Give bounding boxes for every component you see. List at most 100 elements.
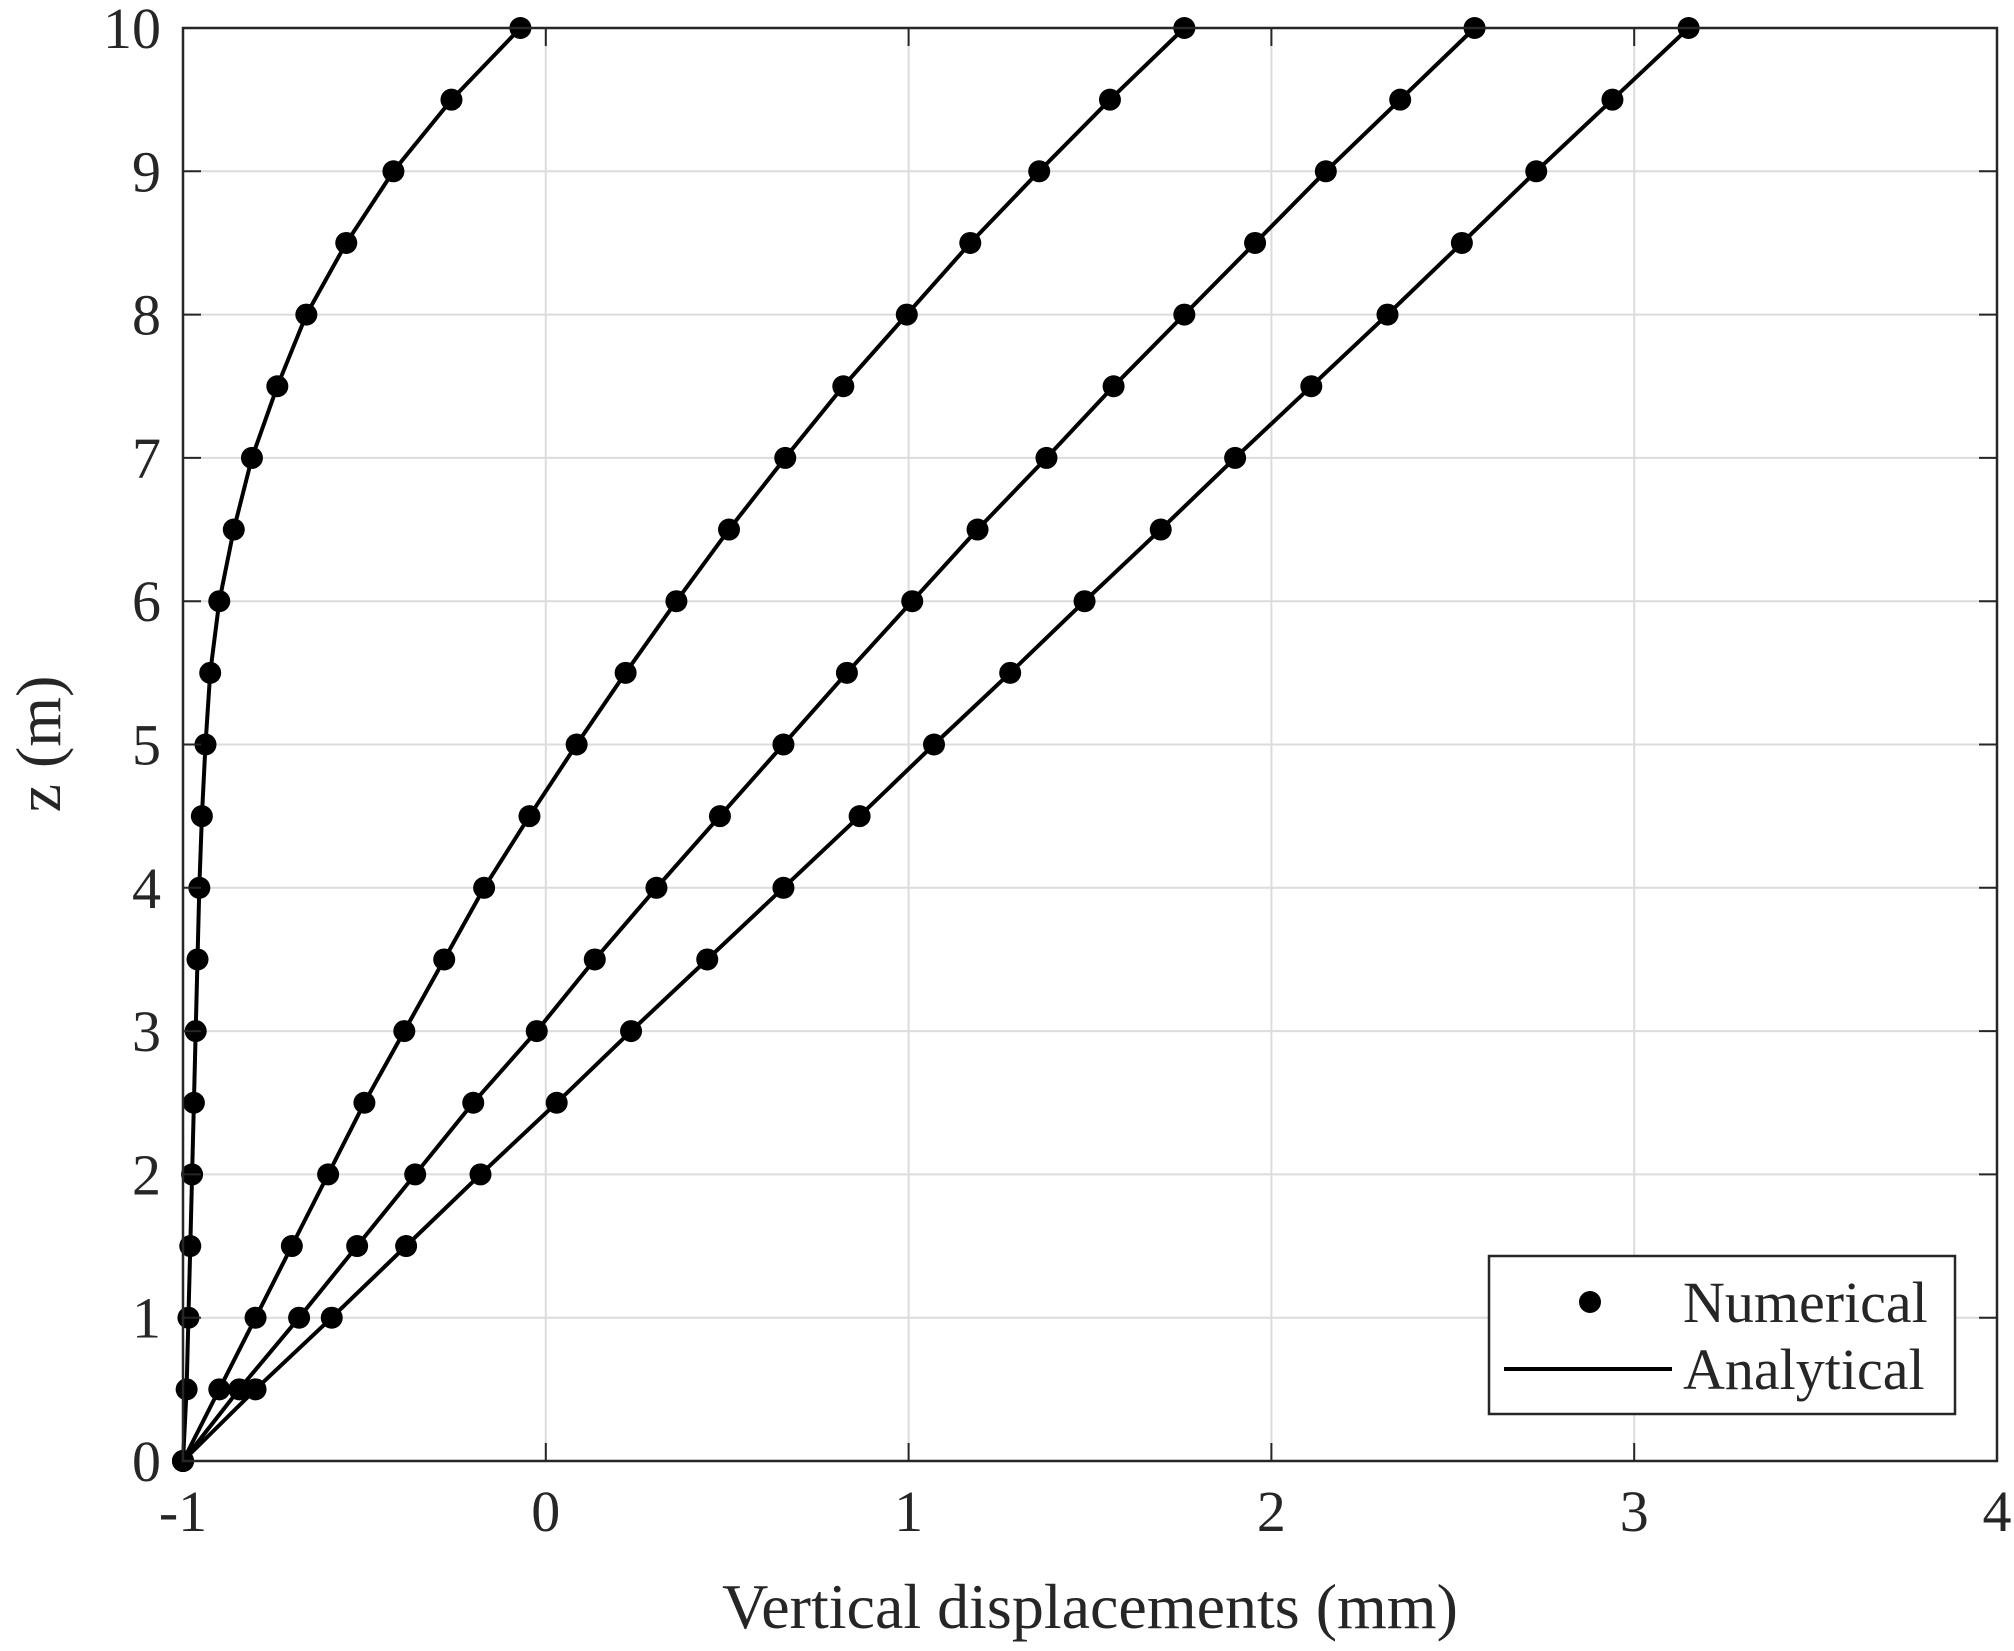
numerical-point (708, 805, 731, 828)
y-tick-label: 7 (132, 426, 161, 491)
numerical-point (959, 231, 982, 254)
numerical-point (1102, 375, 1125, 398)
numerical-point (320, 1306, 343, 1329)
x-tick-label: 3 (1620, 1479, 1649, 1544)
numerical-point (895, 303, 918, 326)
numerical-point (473, 876, 496, 899)
numerical-point (1149, 518, 1172, 541)
numerical-point (433, 948, 456, 971)
numerical-point (228, 1378, 251, 1401)
numerical-point (353, 1091, 376, 1114)
numerical-point (966, 518, 989, 541)
y-tick-label: 2 (132, 1142, 161, 1207)
legend-marker-numerical (1579, 1291, 1601, 1313)
series-4 (172, 17, 1700, 1472)
numerical-point (222, 518, 245, 541)
numerical-point (1525, 160, 1548, 183)
numerical-point (382, 160, 405, 183)
numerical-point (848, 805, 871, 828)
legend-box (1487, 1254, 1957, 1416)
numerical-point (1244, 231, 1267, 254)
numerical-point (190, 805, 213, 828)
numerical-point (614, 661, 637, 684)
numerical-point (772, 733, 795, 756)
numerical-point (1173, 303, 1196, 326)
x-tick-label: 0 (531, 1479, 560, 1544)
numerical-point (404, 1163, 427, 1186)
numerical-point (718, 518, 741, 541)
x-tick-label: -1 (159, 1479, 207, 1544)
numerical-point (393, 1020, 416, 1043)
numerical-point (901, 590, 924, 613)
numerical-point (1601, 88, 1624, 111)
series-group (172, 17, 1700, 1472)
numerical-point (186, 948, 209, 971)
numerical-point (1073, 590, 1096, 613)
numerical-point (645, 876, 668, 899)
y-tick-label: 8 (132, 283, 161, 348)
numerical-point (199, 661, 222, 684)
numerical-point (835, 661, 858, 684)
numerical-point (288, 1306, 311, 1329)
series-2 (172, 17, 1196, 1472)
numerical-point (280, 1235, 303, 1258)
numerical-point (1376, 303, 1399, 326)
numerical-point (175, 1378, 198, 1401)
numerical-point (1035, 446, 1058, 469)
numerical-point (179, 1235, 202, 1258)
numerical-point (346, 1235, 369, 1258)
legend: Numerical Analytical (1487, 1254, 1957, 1416)
numerical-point (545, 1091, 568, 1114)
y-tick-label: 5 (132, 713, 161, 778)
legend-label-numerical: Numerical (1683, 1270, 1928, 1335)
x-tick-label: 1 (894, 1479, 923, 1544)
x-axis-label: Vertical displacements (mm) (722, 1571, 1458, 1642)
numerical-point (335, 231, 358, 254)
numerical-point (1314, 160, 1337, 183)
numerical-point (266, 375, 289, 398)
numerical-point (1098, 88, 1121, 111)
numerical-point (1450, 231, 1473, 254)
numerical-point (696, 948, 719, 971)
y-tick-label: 9 (132, 139, 161, 204)
y-axis-label: z (m) (3, 676, 74, 813)
numerical-point (832, 375, 855, 398)
numerical-point (317, 1163, 340, 1186)
numerical-point (774, 446, 797, 469)
y-tick-label: 4 (132, 856, 161, 921)
numerical-point (922, 733, 945, 756)
numerical-point (395, 1235, 418, 1258)
y-tick-label: 10 (103, 0, 161, 61)
series-3 (172, 17, 1486, 1472)
numerical-point (208, 590, 231, 613)
numerical-point (999, 661, 1022, 684)
numerical-point (182, 1091, 205, 1114)
numerical-point (518, 805, 541, 828)
numerical-point (244, 1306, 267, 1329)
legend-label-analytical: Analytical (1683, 1337, 1925, 1402)
numerical-point (194, 733, 217, 756)
numerical-point (469, 1163, 492, 1186)
numerical-point (525, 1020, 548, 1043)
y-tick-label: 6 (132, 569, 161, 634)
x-tick-label: 4 (1983, 1479, 2012, 1544)
numerical-point (665, 590, 688, 613)
numerical-point (620, 1020, 643, 1043)
numerical-point (1300, 375, 1323, 398)
numerical-point (240, 446, 263, 469)
numerical-point (772, 876, 795, 899)
numerical-point (440, 88, 463, 111)
x-tick-label: 2 (1257, 1479, 1286, 1544)
numerical-point (1224, 446, 1247, 469)
numerical-point (1028, 160, 1051, 183)
y-tick-label: 3 (132, 999, 161, 1064)
numerical-point (583, 948, 606, 971)
numerical-point (244, 1378, 267, 1401)
ticks (182, 27, 1998, 1462)
numerical-point (208, 1378, 231, 1401)
numerical-point (462, 1091, 485, 1114)
y-tick-label: 1 (132, 1286, 161, 1351)
numerical-point (1389, 88, 1412, 111)
